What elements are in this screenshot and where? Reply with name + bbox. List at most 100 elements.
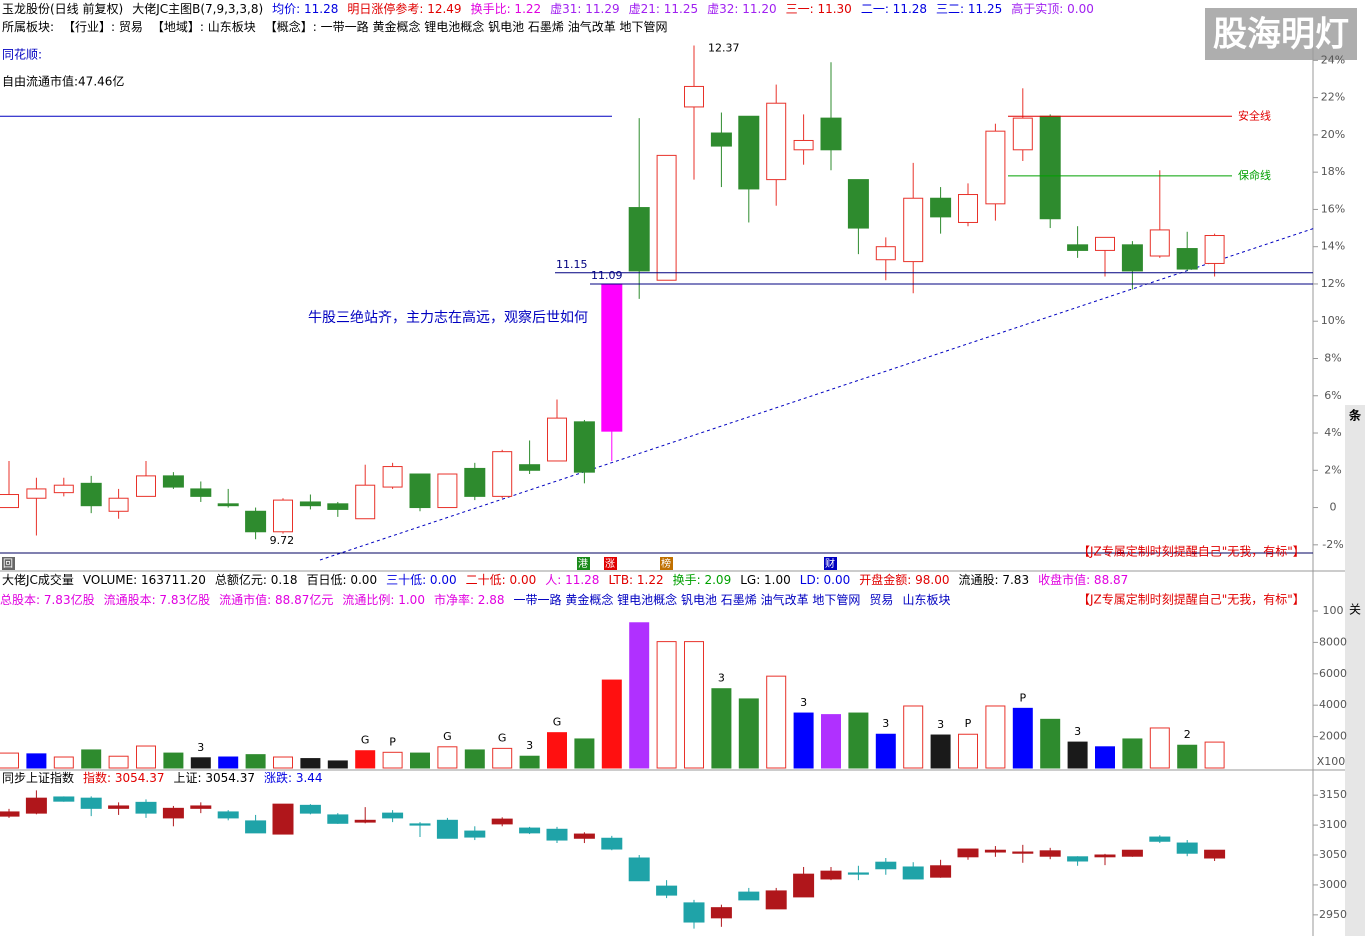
volume-bar (1095, 746, 1115, 769)
watermark: 股海明灯 (1213, 15, 1349, 55)
candle-body (162, 475, 184, 488)
bar-label: P (1019, 691, 1026, 704)
header-item: 【行业】: 贸易 (63, 20, 143, 34)
ths-label: 同花顺: (2, 47, 42, 62)
volume-bar (26, 753, 47, 769)
bar-label: 3 (937, 718, 944, 731)
sidebar (1345, 405, 1365, 936)
volume-bar (547, 732, 567, 769)
marker: 回 (3, 558, 13, 570)
bar-label: 2 (1184, 728, 1191, 741)
min-label: 9.72 (270, 534, 295, 547)
header-item: 收盘市值: 88.87 (1038, 573, 1129, 587)
candle-body (245, 510, 267, 533)
y-tick-label: 2950 (1319, 908, 1347, 921)
candle-body (957, 848, 979, 858)
header-line: 玉龙股份(日线 前复权) 大佬JC主图B(7,9,3,3,8) 均价: 11.28 明… (2, 1, 1094, 17)
y-tick-label: 20% (1321, 128, 1345, 141)
volume-bar (601, 679, 622, 769)
candle-body (628, 857, 650, 882)
candle-body (491, 818, 513, 825)
header-item: 开盘金额: 98.00 (859, 573, 950, 587)
candle-body (217, 503, 239, 507)
volume-bar (1012, 707, 1033, 769)
level-label: 保命线 (1238, 168, 1271, 182)
sidebar-label: 条 (1348, 408, 1362, 423)
candle-body (1121, 849, 1143, 857)
volume-header: 大佬JC成交量 VOLUME: 163711.20 总额亿元: 0.18 百日低: 0… (2, 572, 1128, 588)
candle-body (793, 139, 814, 151)
header-line: 所属板块: 【行业】: 贸易 【地域】: 山东板块 【概念】: 一带一路 黄金概念 锂… (2, 19, 668, 35)
candle-body (573, 833, 595, 839)
volume-header: 总股本: 7.83亿股 流通股本: 7.83亿股 流通市值: 88.87亿元 流通比例… (0, 592, 950, 608)
marker: 涨 (605, 558, 615, 570)
candle-body (136, 475, 156, 497)
candle-body (409, 823, 431, 826)
candle-body (656, 885, 678, 896)
volume-bar (464, 749, 485, 769)
header-item: 指数: 3054.37 (83, 771, 165, 785)
volume-bar (136, 745, 156, 769)
volume-bar (190, 757, 211, 769)
candle-body (1149, 836, 1171, 842)
header-item: 流通市值: 88.87亿元 (219, 593, 334, 607)
volume-bar (821, 714, 841, 769)
reminder: 【JZ专属定制时刻提醒自己"无我，有标"】 (1078, 592, 1305, 607)
volume-bar (218, 756, 239, 769)
volume-bar (108, 755, 129, 769)
candle-body (766, 102, 787, 181)
y-tick-label: 22% (1321, 91, 1345, 104)
volume-bar (1204, 741, 1225, 769)
candle-body (1176, 248, 1198, 270)
header-item: 虚32: 11.20 (707, 2, 777, 16)
candle-body (80, 797, 102, 809)
header-item: 均价: 11.28 (272, 2, 339, 16)
header-item: 二十低: 0.00 (465, 573, 537, 587)
watermark-box (1205, 8, 1357, 60)
candle-body (930, 865, 952, 878)
volume-bar (300, 758, 321, 769)
volume-bar (875, 733, 896, 769)
marker-box (577, 557, 590, 570)
volume-bar (903, 705, 924, 769)
note: 牛股三绝站齐，主力志在高远，观察后世如何 (308, 309, 588, 326)
bar-label: G (498, 731, 507, 744)
header-item: 流通比例: 1.00 (342, 593, 425, 607)
volume-bar (985, 705, 1006, 769)
candle-body (217, 811, 239, 819)
header-item: 三一: 11.30 (785, 2, 852, 16)
candle-body (793, 873, 815, 898)
header-item: 明日涨停参考: 12.49 (347, 2, 462, 16)
reminder: 【JZ专属定制时刻提醒自己"无我，有标"】 (1078, 544, 1305, 559)
candle-body (847, 872, 869, 875)
volume-bar (410, 752, 430, 769)
header-item: 大佬JC成交量 (2, 573, 74, 587)
candle-body (1204, 849, 1226, 859)
header-item: 流通股: 7.83 (958, 573, 1030, 587)
candle-body (0, 811, 20, 817)
candle-body (820, 117, 842, 151)
y-tick-label: 24% (1321, 53, 1345, 66)
candle-body (162, 807, 184, 819)
candle-body (1095, 236, 1115, 251)
index-header: 同步上证指数 指数: 3054.37 上证: 3054.37 涨跌: 3.44 (2, 770, 323, 786)
float-cap: 自由流通市值:47.46亿 (2, 74, 124, 89)
header-item: 山东板块 (902, 593, 951, 607)
header-item: 人: 11.28 (545, 573, 600, 587)
volume-bar (766, 675, 787, 769)
volume-bar (81, 749, 102, 769)
y-tick-label: 2000 (1319, 730, 1347, 743)
candle-body (683, 902, 705, 923)
bar-label: P (389, 735, 396, 748)
candle-body (108, 805, 130, 809)
candle-body (492, 451, 513, 497)
y-tick-label: 6000 (1319, 667, 1347, 680)
candle-body (601, 837, 623, 850)
marker-box (604, 557, 617, 570)
bar-label: 3 (197, 741, 204, 754)
candle-body (299, 501, 321, 507)
candle-body (710, 132, 732, 147)
header-item: 涨跌: 3.44 (263, 771, 323, 785)
candle-body (1176, 842, 1198, 854)
candle-body (1094, 854, 1116, 858)
